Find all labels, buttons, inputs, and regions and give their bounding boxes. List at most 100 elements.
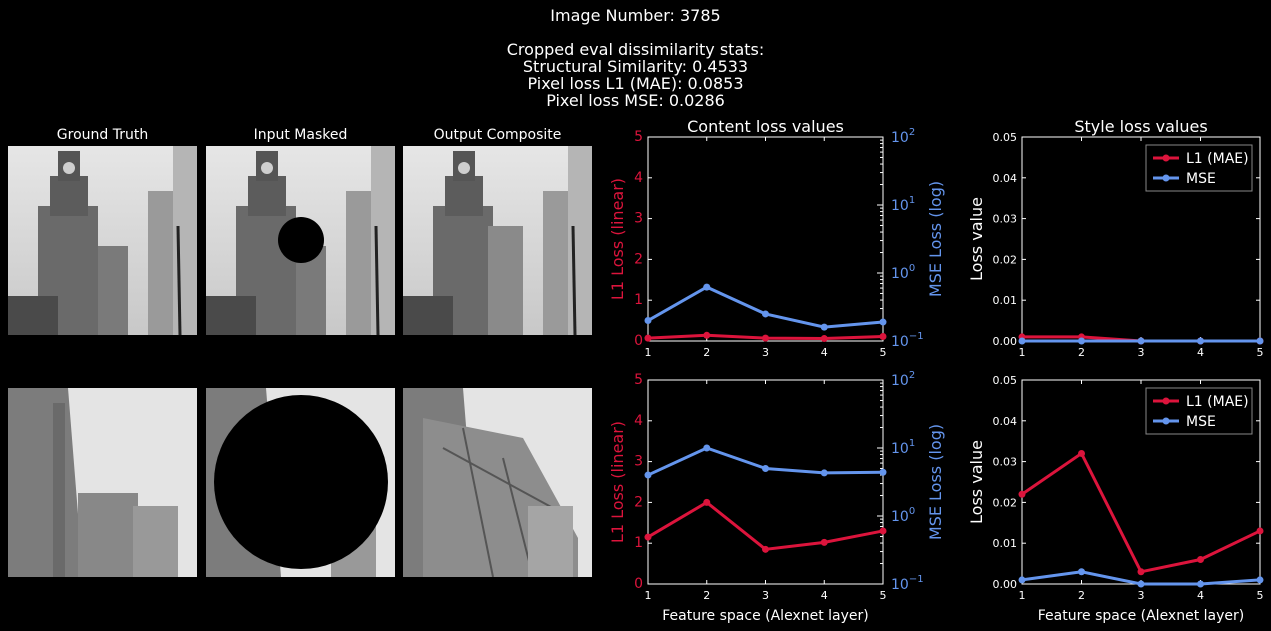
content-top-ytick-label: 0 [634, 333, 643, 349]
style-top-ytick-label: 0.01 [993, 294, 1018, 307]
style-top-series-1-point [1018, 337, 1026, 345]
content-bottom-series-1-point [644, 471, 652, 479]
style-top-ytick-label: 0.02 [993, 253, 1018, 266]
content-bottom-ytick-label: 4 [634, 413, 643, 429]
content-top-frame [647, 136, 884, 342]
style-bottom-series-0-point [1018, 490, 1026, 498]
content-bottom-xtick-label: 5 [880, 589, 887, 602]
style-bottom-series-0-point [1078, 449, 1085, 457]
content-bottom-series-1-point [703, 444, 711, 452]
ground-truth-image [8, 146, 197, 335]
style-top-xtick-label: 5 [1257, 346, 1264, 359]
content-bottom-ytick-label: 2 [634, 494, 643, 510]
content-top-series-1-point [703, 283, 711, 291]
style-bottom-series-1-point [1018, 576, 1026, 584]
content-top-ytick-label: 3 [634, 211, 643, 227]
content-top-y2tick-label: 101 [891, 195, 915, 214]
style-bottom-ylabel: Loss value [967, 440, 986, 524]
content-top-xtick-label: 2 [703, 346, 710, 359]
content-top-ytick-label: 5 [634, 129, 643, 145]
content-top-series-0-point [879, 333, 887, 341]
style-top-title: Style loss values [1074, 117, 1207, 136]
content-bottom-xlabel: Feature space (Alexnet layer) [662, 608, 868, 624]
content-bottom-y2tick-label: 102 [891, 370, 915, 389]
ground-truth-title: Ground Truth [56, 127, 149, 143]
style-bottom-legend-marker [1162, 417, 1170, 425]
content-bottom-series-0-point [703, 498, 711, 506]
content-bottom-ytick-label: 1 [634, 535, 643, 551]
style-top-xtick-label: 1 [1019, 346, 1026, 359]
content-bottom-xtick-label: 1 [645, 589, 652, 602]
content-bottom-y2tick-label: 100 [891, 506, 915, 525]
content-bottom-y2tick-label: 10−1 [891, 574, 924, 593]
style-bottom-ytick-label: 0.04 [993, 415, 1018, 428]
style-bottom-xtick-label: 1 [1019, 589, 1026, 602]
image-number: Image Number: 3785 [550, 6, 721, 25]
content-top-series-1-point [762, 310, 769, 318]
content-top-series-1-point [879, 318, 887, 326]
style-top-ytick-label: 0.00 [993, 335, 1018, 348]
content-bottom-ytick-label: 0 [634, 576, 643, 592]
style-bottom-ytick-label: 0.05 [993, 374, 1018, 387]
content-top-title: Content loss values [687, 117, 844, 136]
input-masked-crop-image [206, 388, 395, 577]
style-bottom-series-1-point [1078, 568, 1085, 576]
style-bottom-xlabel: Feature space (Alexnet layer) [1038, 608, 1244, 624]
content-top-series-0-point [820, 335, 828, 343]
style-bottom-series-1-point [1137, 580, 1145, 588]
style-top-legend-box [1145, 144, 1253, 192]
content-bottom-series-0-point [762, 545, 769, 553]
output-composite-crop-image [403, 388, 592, 577]
style-top-xtick-label: 2 [1078, 346, 1085, 359]
style-top-legend-marker [1162, 154, 1170, 162]
style-bottom-series-0-point [1197, 556, 1204, 564]
style-bottom-legend-label: MSE [1186, 414, 1216, 430]
style-bottom-legend-box [1145, 387, 1253, 435]
content-bottom-ytick-label: 3 [634, 454, 643, 470]
ssim-stat: Structural Similarity: 0.4533 [522, 57, 749, 76]
content-top-y2label: MSE Loss (log) [926, 181, 945, 297]
style-bottom-legend-label: L1 (MAE) [1186, 394, 1249, 410]
content-bottom-series-0-point [820, 538, 828, 546]
output-composite-image [403, 146, 592, 335]
content-top-series-1-line [647, 285, 884, 329]
content-top-y2tick-label: 100 [891, 263, 915, 282]
style-top-legend-label: MSE [1186, 171, 1216, 187]
l1-stat: Pixel loss L1 (MAE): 0.0853 [527, 74, 744, 93]
style-bottom-ytick-label: 0.03 [993, 456, 1018, 469]
style-top-series-1-point [1137, 337, 1145, 345]
content-top-xtick-label: 3 [762, 346, 769, 359]
style-bottom-xtick-label: 2 [1078, 589, 1085, 602]
content-top-ytick-label: 1 [634, 292, 643, 308]
style-top-legend-marker [1162, 174, 1170, 182]
output-composite-title: Output Composite [433, 127, 562, 143]
content-top-y2tick-label: 102 [891, 127, 915, 146]
content-top-ytick-label: 2 [634, 251, 643, 267]
style-top-ytick-label: 0.05 [993, 131, 1018, 144]
content-bottom-series-1-point [820, 469, 828, 477]
content-bottom-xtick-label: 2 [703, 589, 710, 602]
content-bottom-series-0-line [647, 500, 884, 551]
content-top-xtick-label: 1 [645, 346, 652, 359]
style-bottom-series-1-point [1256, 576, 1264, 584]
mse-stat: Pixel loss MSE: 0.0286 [546, 91, 725, 110]
style-bottom-series-0-line [1021, 451, 1261, 574]
content-bottom-xtick-label: 3 [762, 589, 769, 602]
input-masked-image [206, 146, 395, 335]
content-bottom-series-1-point [762, 464, 769, 472]
style-bottom-xtick-label: 5 [1257, 589, 1264, 602]
style-bottom-ytick-label: 0.02 [993, 496, 1018, 509]
content-top-series-0-point [762, 334, 769, 342]
style-bottom-series-0-point [1137, 568, 1145, 576]
style-bottom-xtick-label: 3 [1138, 589, 1145, 602]
style-top-legend-label: L1 (MAE) [1186, 151, 1249, 167]
content-top-ylabel: L1 Loss (linear) [608, 178, 627, 300]
content-bottom-frame [647, 379, 884, 585]
ground-truth-crop-image [8, 388, 197, 577]
content-top-series-0-point [644, 334, 652, 342]
content-top-ytick-label: 4 [634, 170, 643, 186]
style-top-ylabel: Loss value [967, 197, 986, 281]
style-top-xtick-label: 4 [1197, 346, 1204, 359]
content-top-xtick-label: 4 [821, 346, 828, 359]
